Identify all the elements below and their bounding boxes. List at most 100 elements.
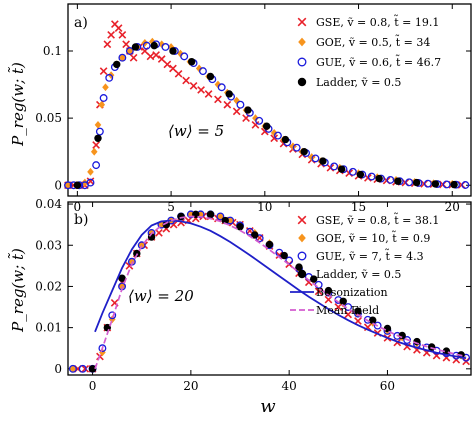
- panel-b-ytick-label: 0.02: [35, 279, 62, 293]
- panel-b-series-ladder-point: [206, 210, 215, 219]
- panel-a-series-gue-point: [199, 67, 207, 76]
- panel-a-series-ladder-point: [169, 47, 177, 55]
- panel-a-ylabel: P_reg(w; t̃): [8, 62, 27, 147]
- panel-b-series-ladder-point: [369, 316, 377, 324]
- panel-b-series-gue-legend-swatch: [297, 251, 307, 261]
- panel-a-series-gse-point: [107, 31, 115, 39]
- panel-a-series-gue-legend-label: GUE, ṽ = 0.6, t̃ = 46.7: [316, 55, 441, 69]
- panel-b-series-bosonization-line: [94, 219, 467, 359]
- panel-a-series-gue-point: [405, 178, 414, 187]
- panel-a-series-ladder-point: [225, 90, 233, 98]
- panel-b-series-ladder-point: [118, 274, 126, 282]
- panel-a-series-gse-point-stroke-2: [326, 163, 335, 172]
- panel-a: 0 5 10 15 20 0 0.05 0.1 GSE, ṽ = 0.8, t̃ = 19.1…: [8, 3, 472, 214]
- panel-a-series-gse-point: [122, 40, 130, 49]
- panel-a-series-ladder-point: [262, 122, 271, 130]
- panel-b-series-ladder-point: [339, 297, 347, 305]
- panel-b-series-gue-point: [216, 212, 225, 221]
- panel-b-series-gue-point: [137, 241, 146, 250]
- panel-a-series-gse-legend-label: GSE, ṽ = 0.8, t̃ = 19.1: [316, 15, 439, 29]
- panel-b-series-gue-point: [78, 364, 87, 373]
- panel-a-series-gse-point-stroke-2: [232, 107, 241, 116]
- panel-a-series-gse-point-stroke-2: [223, 100, 232, 109]
- panel-a-series-gse-point-stroke-2: [157, 55, 166, 63]
- panel-a-series-ladder-point: [375, 174, 383, 183]
- panel-a-xtick-label: 0: [74, 200, 82, 214]
- panel-a-series-gse-point: [189, 82, 198, 90]
- panel-b-series-gse-legend-swatch-stroke-2: [297, 215, 307, 225]
- panel-a-series-gue-point: [64, 181, 72, 190]
- panel-b-series-goe-point: [108, 315, 116, 324]
- panel-a-series-goe-point: [90, 147, 98, 156]
- panel-a-series-gse-point: [232, 107, 241, 116]
- panel-a-series-gse-legend-swatch-stroke-2: [297, 17, 307, 27]
- panel-b-series-gue-point: [98, 344, 107, 353]
- panel-a-series-gse-point: [92, 141, 100, 149]
- panel-a-series-gse-point: [223, 100, 232, 109]
- panel-a-series-goe-point: [214, 80, 222, 89]
- panel-a-series-gse-point: [182, 76, 190, 85]
- panel-a-xtick-label: 15: [351, 200, 366, 214]
- panel-a-series-ladder-point: [431, 180, 440, 188]
- panel-b-series-gse-point-stroke-2: [81, 364, 90, 373]
- panel-a-series-goe-point: [270, 128, 278, 137]
- panel-a-ytick-label: 0: [54, 178, 62, 192]
- panel-b-label: b): [74, 212, 88, 228]
- panel-a-series-goe-point: [195, 64, 203, 73]
- panel-a-series-ladder-point: [188, 58, 196, 66]
- panel-a-label: a): [74, 15, 88, 31]
- panel-b-series-gse-point: [81, 364, 90, 373]
- panel-a-series-gue-legend-swatch: [297, 57, 307, 67]
- panel-a-series-gse-point: [114, 24, 123, 33]
- panel-a-ytick-label: 0.05: [35, 111, 62, 125]
- panel-a-series-ladder-point: [300, 147, 308, 156]
- panel-a-series-gue-point: [217, 83, 226, 92]
- panel-b-series-gse-point-stroke-2: [110, 299, 119, 307]
- panel-a-series-goe-point: [149, 37, 156, 46]
- panel-a-series-ladder-point: [356, 170, 365, 179]
- panel-a-series-goe-point: [87, 167, 94, 176]
- panel-b-series-goe-point: [226, 216, 234, 225]
- panel-a-series-gse-point-stroke-2: [270, 134, 279, 143]
- panel-b-xtick-label: 0: [89, 379, 97, 393]
- panel-b-frame: [67, 201, 472, 376]
- panel-a-series-gse-point-stroke-2: [99, 67, 108, 75]
- panel-b-series-mean-field-line: [94, 215, 467, 370]
- panel-b-series-gse-point: [334, 303, 343, 311]
- panel-b-xtick-label: 40: [282, 379, 297, 393]
- panel-a-series-gse-point: [251, 120, 260, 129]
- panel-a-series-gse-point: [214, 95, 222, 104]
- panel-a-series-gse-point-stroke-2: [152, 51, 160, 59]
- panel-a-ytick-label: 0.1: [43, 44, 62, 58]
- panel-b-ytick-label: 0.01: [35, 321, 62, 335]
- panel-a-xtick-label: 5: [167, 200, 175, 214]
- panel-b-series-gse-point-stroke-2: [169, 220, 178, 229]
- panel-b-series-gue-legend-label: GUE, ṽ = 7, t̃ = 4.3: [316, 249, 424, 263]
- panel-b-series-gse-point-stroke-2: [155, 229, 163, 237]
- panel-a-series-ladder-point: [394, 177, 402, 185]
- panel-a-series-goe-point: [158, 40, 166, 49]
- panel-a-series-gue-point: [236, 100, 245, 109]
- panel-a-series-gue-point: [86, 178, 95, 187]
- panel-b-series-gse-point-stroke-2: [275, 251, 284, 260]
- panel-b-series-ladder-point: [280, 251, 288, 260]
- panel-b-series-gue-point: [373, 321, 382, 330]
- panel-a-series-gue-point: [330, 162, 339, 171]
- panel-a-series-gse-point-stroke-2: [169, 64, 177, 73]
- panel-a-series-ladder-point: [319, 157, 327, 165]
- panel-b-series-ladder-point: [88, 365, 97, 373]
- panel-a-series-gue-point: [180, 52, 189, 61]
- panel-a-marks: [64, 20, 470, 190]
- panel-a-series-ladder-point: [450, 180, 458, 189]
- panel-a-series-gse-point-stroke-2: [103, 40, 112, 49]
- panel-b-series-ladder-point: [324, 286, 333, 295]
- panel-b-series-gse-point-stroke-2: [334, 303, 343, 311]
- panel-a-series-goe-point: [252, 114, 259, 123]
- panel-a-series-gse-point-stroke-2: [92, 141, 100, 149]
- panel-b-series-ladder-point: [251, 231, 259, 239]
- panel-a-series-gse-point-stroke-2: [174, 69, 183, 78]
- panel-a-series-gse-point-stroke-2: [129, 53, 138, 62]
- panel-a-series-ladder-point: [337, 165, 346, 173]
